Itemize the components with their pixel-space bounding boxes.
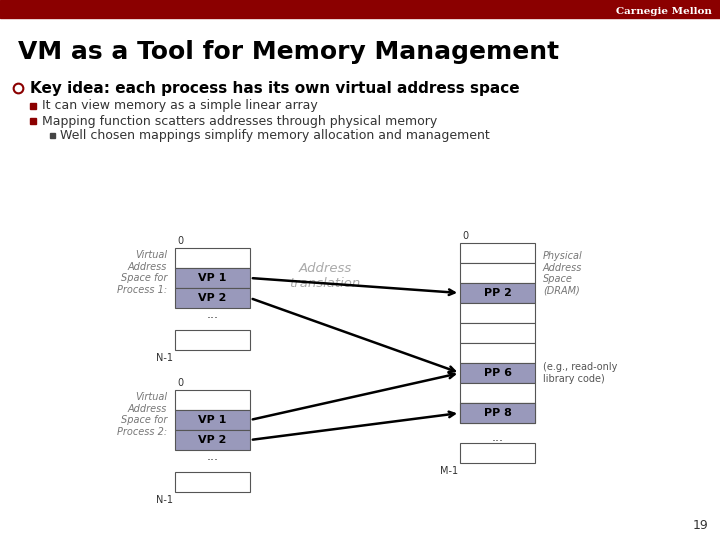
Text: Virtual
Address
Space for
Process 2:: Virtual Address Space for Process 2: xyxy=(117,392,167,437)
Text: Mapping function scatters addresses through physical memory: Mapping function scatters addresses thro… xyxy=(42,114,437,127)
Text: Physical
Address
Space
(DRAM): Physical Address Space (DRAM) xyxy=(543,251,582,296)
Bar xyxy=(175,390,250,410)
Bar xyxy=(460,403,535,423)
Bar xyxy=(175,288,250,308)
Text: Carnegie Mellon: Carnegie Mellon xyxy=(616,6,712,16)
Bar xyxy=(460,323,535,343)
Text: VP 1: VP 1 xyxy=(198,273,227,283)
Bar xyxy=(460,363,535,383)
Bar xyxy=(460,343,535,363)
Bar xyxy=(0,0,720,18)
Bar xyxy=(30,118,36,124)
Text: 19: 19 xyxy=(692,519,708,532)
Text: VP 2: VP 2 xyxy=(198,435,227,445)
Text: N-1: N-1 xyxy=(156,353,173,363)
Text: VP 2: VP 2 xyxy=(198,293,227,303)
Text: 0: 0 xyxy=(177,236,183,246)
Text: ...: ... xyxy=(492,431,503,444)
Bar xyxy=(460,283,535,303)
Text: ...: ... xyxy=(207,308,218,321)
Bar xyxy=(175,410,250,430)
Bar xyxy=(460,443,535,463)
Bar xyxy=(50,133,55,138)
Text: (e.g., read-only
library code): (e.g., read-only library code) xyxy=(543,362,617,384)
Text: Address
translation: Address translation xyxy=(289,262,361,290)
Bar xyxy=(460,303,535,323)
Bar xyxy=(175,472,250,492)
Text: VM as a Tool for Memory Management: VM as a Tool for Memory Management xyxy=(18,40,559,64)
Text: PP 6: PP 6 xyxy=(484,368,511,378)
Text: PP 8: PP 8 xyxy=(484,408,511,418)
Text: Virtual
Address
Space for
Process 1:: Virtual Address Space for Process 1: xyxy=(117,250,167,295)
Text: VP 1: VP 1 xyxy=(198,415,227,425)
Bar xyxy=(460,243,535,263)
Bar xyxy=(460,403,535,423)
Text: It can view memory as a simple linear array: It can view memory as a simple linear ar… xyxy=(42,99,318,112)
Text: 0: 0 xyxy=(462,231,468,241)
Text: Key idea: each process has its own virtual address space: Key idea: each process has its own virtu… xyxy=(30,80,520,96)
Bar xyxy=(175,248,250,268)
Text: PP 2: PP 2 xyxy=(484,288,511,298)
Bar xyxy=(460,263,535,283)
Bar xyxy=(175,268,250,288)
Text: ...: ... xyxy=(207,450,218,463)
Text: Well chosen mappings simplify memory allocation and management: Well chosen mappings simplify memory all… xyxy=(60,130,490,143)
Bar xyxy=(175,330,250,350)
Text: 0: 0 xyxy=(177,378,183,388)
Bar xyxy=(30,103,36,109)
Text: M-1: M-1 xyxy=(440,466,458,476)
Bar xyxy=(460,383,535,403)
Bar xyxy=(175,430,250,450)
Text: N-1: N-1 xyxy=(156,495,173,505)
